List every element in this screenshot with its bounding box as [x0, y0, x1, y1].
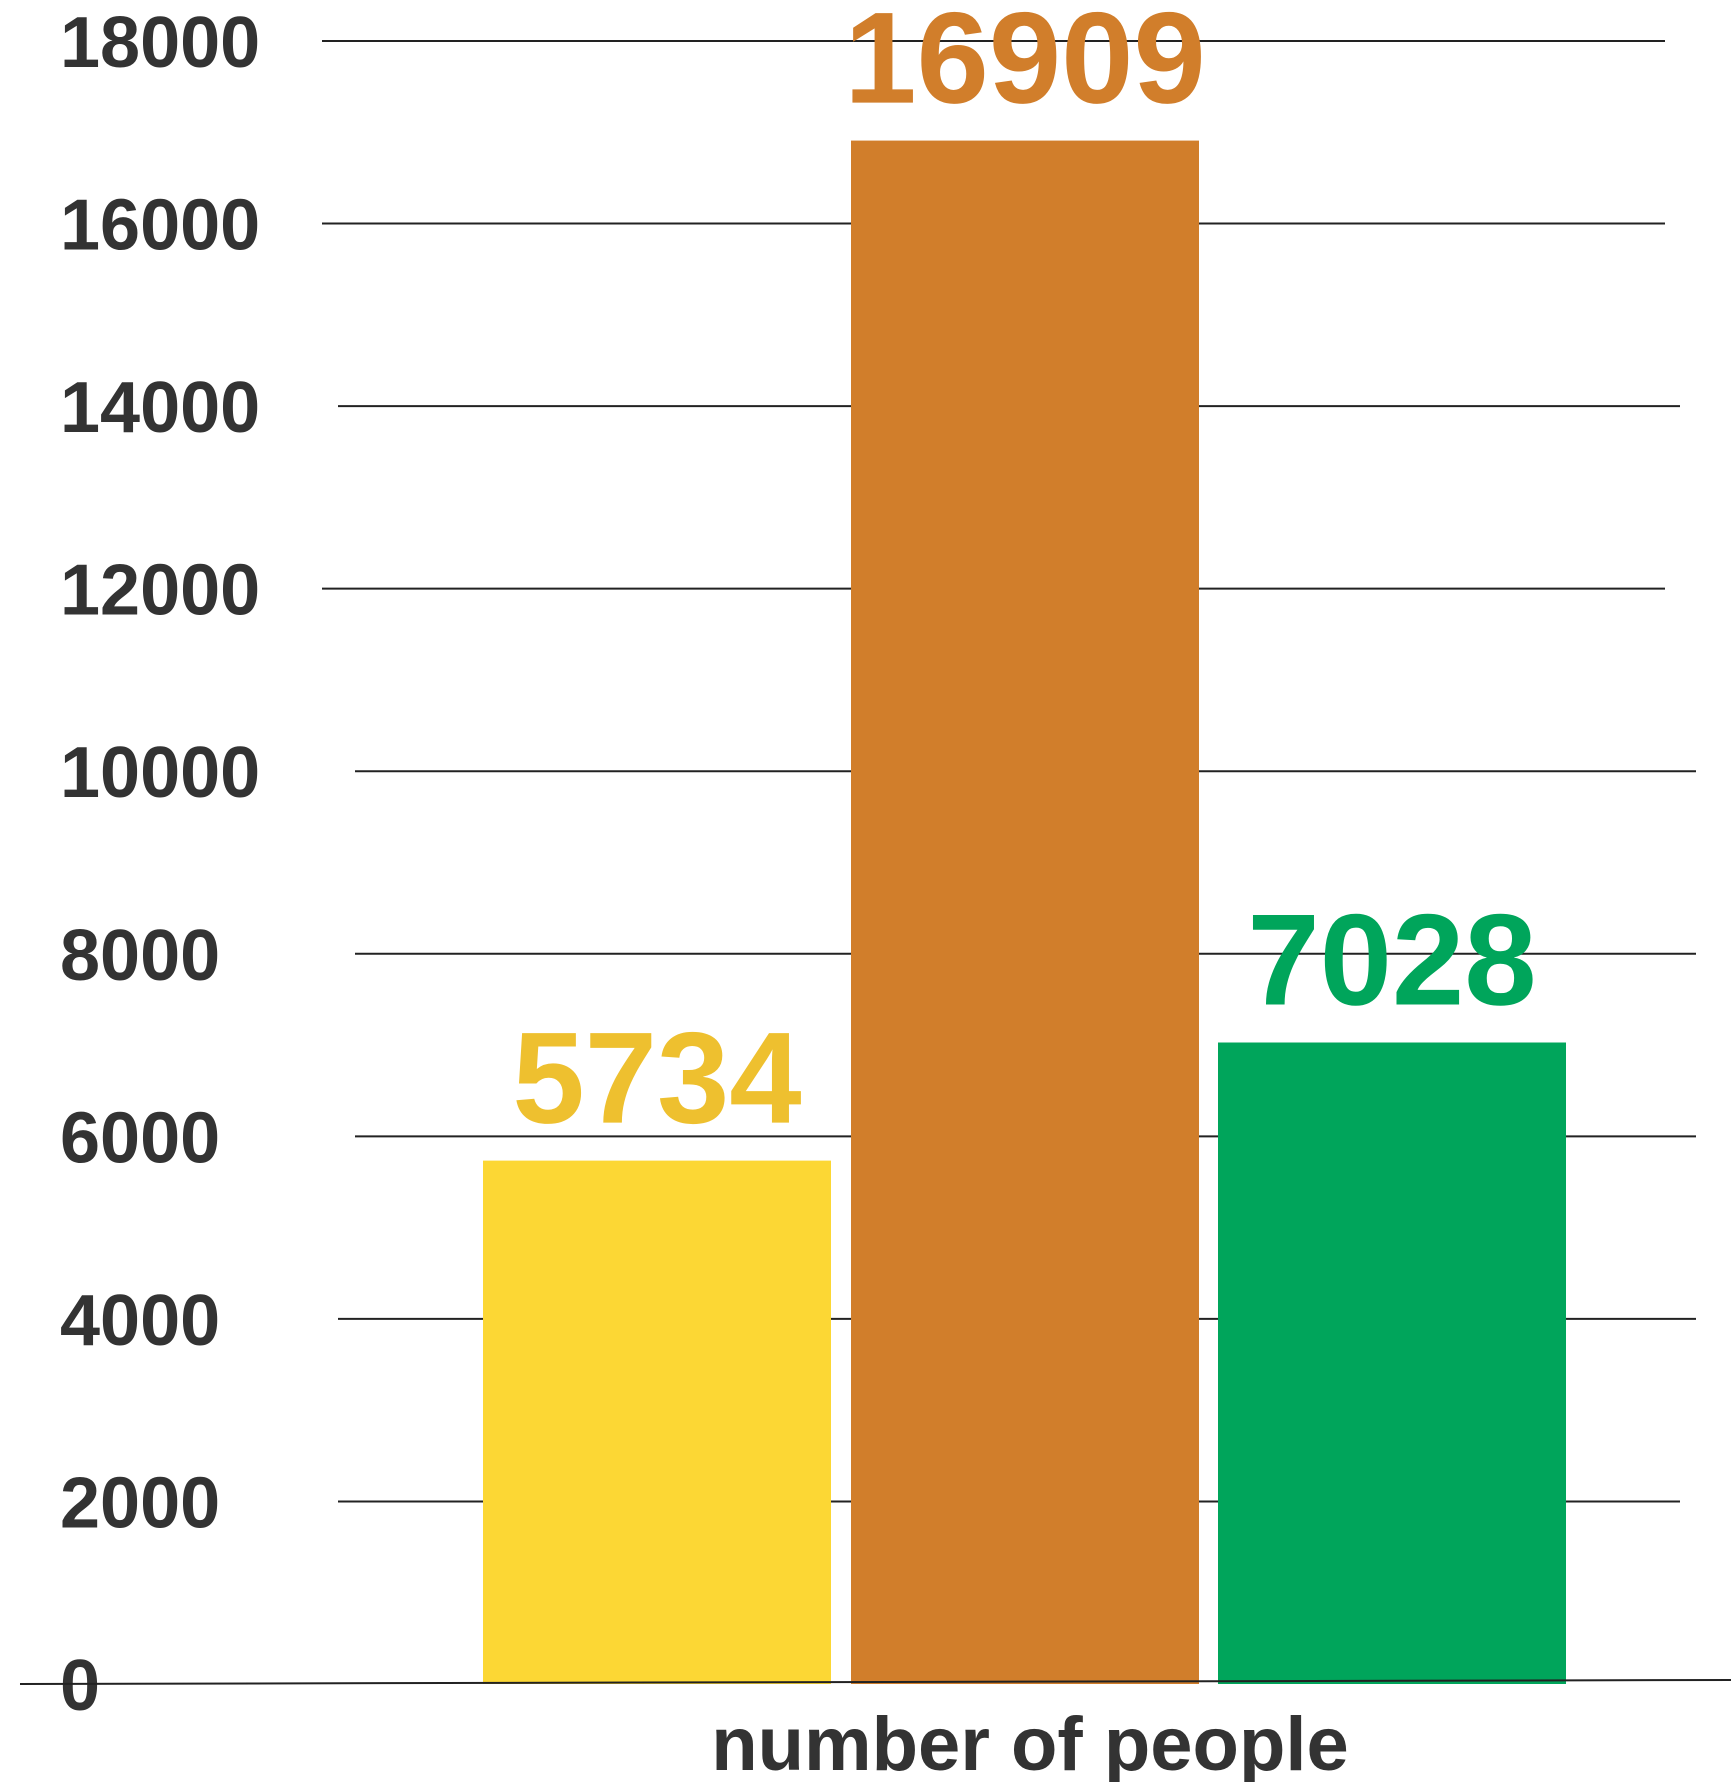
y-tick-label-14000: 14000: [60, 368, 260, 448]
bar-3: [1218, 1042, 1566, 1684]
x-axis-line: [19, 1679, 1731, 1685]
y-tick-label-10000: 10000: [60, 733, 260, 813]
x-axis-label: number of people: [711, 1702, 1349, 1782]
y-tick-label-18000: 18000: [60, 3, 260, 83]
bar-1: [483, 1160, 831, 1684]
y-tick-label-4000: 4000: [60, 1281, 220, 1361]
data-label-3: 7028: [1247, 886, 1536, 1032]
y-tick-label-0: 0: [60, 1646, 100, 1726]
y-axis-ticks: 0 2000 4000 6000 8000 10000 12000 14000 16000 180…: [60, 3, 260, 1726]
bar-2: [851, 140, 1199, 1684]
y-tick-label-8000: 8000: [60, 916, 220, 996]
bars: [483, 140, 1566, 1684]
data-labels: 5734 16909 7028: [512, 0, 1536, 1151]
data-label-2: 16909: [844, 0, 1206, 131]
y-tick-label-16000: 16000: [60, 186, 260, 266]
y-tick-label-12000: 12000: [60, 551, 260, 631]
y-tick-label-6000: 6000: [60, 1098, 220, 1178]
y-tick-label-2000: 2000: [60, 1463, 220, 1543]
data-label-1: 5734: [512, 1005, 801, 1151]
